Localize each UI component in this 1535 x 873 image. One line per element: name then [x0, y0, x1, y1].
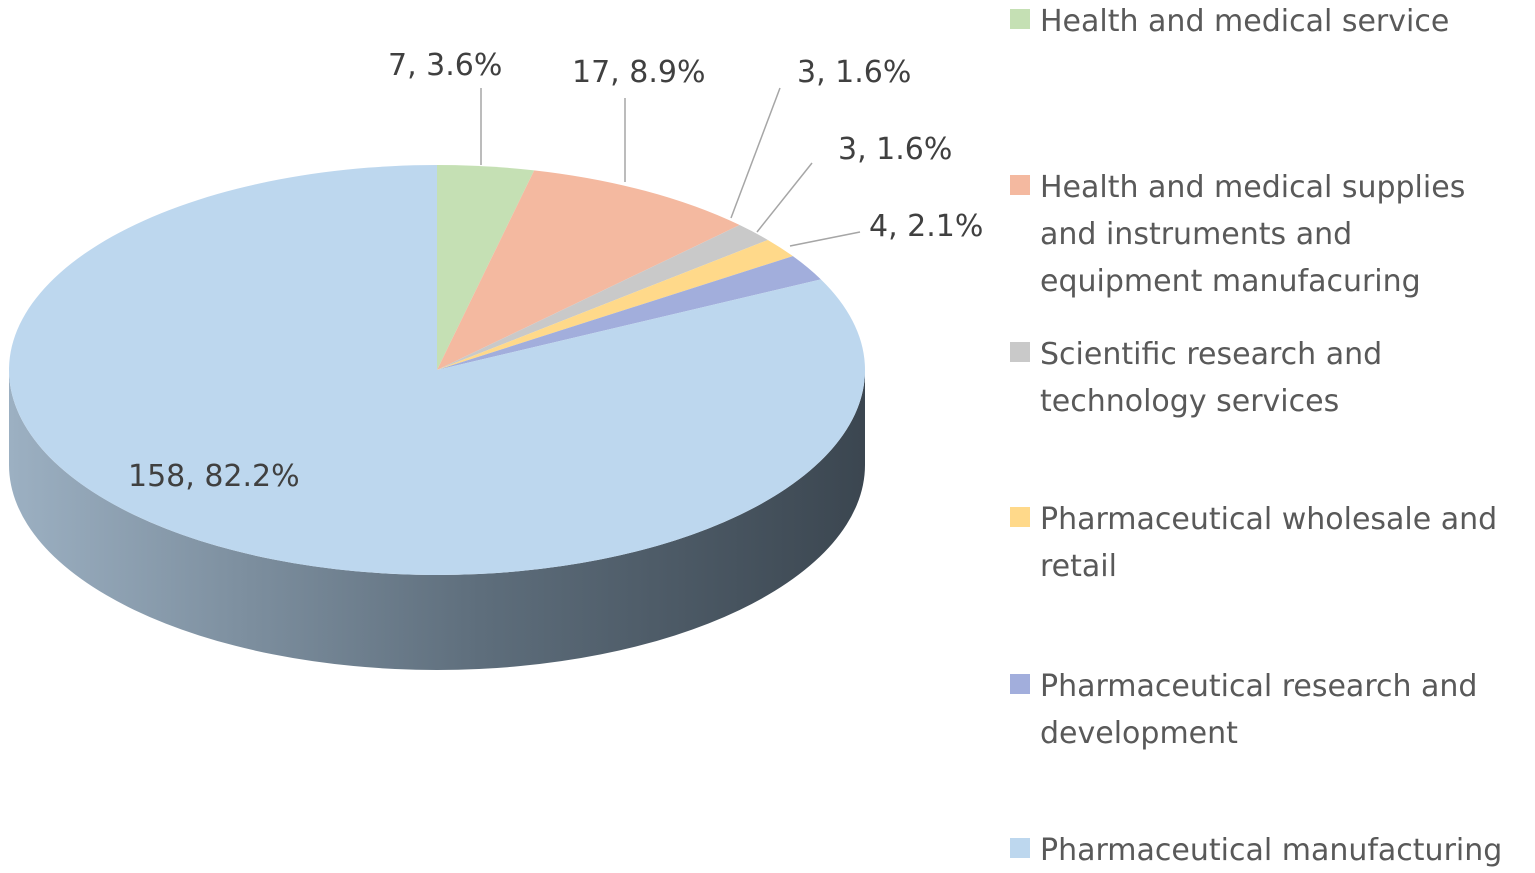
pie-slice-3: [437, 225, 768, 370]
legend-label-5-line-2: development: [1040, 716, 1238, 751]
pie-slice-5: [437, 256, 821, 370]
legend-item-1: Health and medical service: [1010, 4, 1449, 39]
pie-slice-2: [437, 170, 740, 370]
pie-slices: [8, 165, 865, 575]
data-label-3: 3, 1.6%: [797, 55, 911, 90]
legend-item-5: Pharmaceutical research and development: [1010, 669, 1477, 751]
legend-swatch-2: [1010, 175, 1030, 195]
legend-label-3-line-2: technology services: [1040, 384, 1339, 419]
legend-label-4-line-2: retail: [1040, 549, 1117, 584]
legend-label-2-line-3: equipment manufacuring: [1040, 264, 1421, 299]
legend-swatch-1: [1010, 9, 1030, 29]
legend-swatch-5: [1010, 674, 1030, 694]
legend-label-2-line-1: Health and medical supplies: [1040, 170, 1465, 205]
leader-line-3: [730, 87, 781, 219]
legend-swatch-6: [1010, 838, 1030, 858]
legend-label-5-line-1: Pharmaceutical research and: [1040, 669, 1477, 704]
leader-lines: [480, 87, 861, 247]
legend-item-6: Pharmaceutical manufacturing: [1010, 833, 1502, 868]
legend-swatch-4: [1010, 507, 1030, 527]
legend-item-4: Pharmaceutical wholesale and retail: [1010, 502, 1497, 584]
data-label-4: 3, 1.6%: [838, 132, 952, 167]
pie-slice-4: [437, 239, 793, 370]
data-label-2: 17, 8.9%: [572, 55, 705, 90]
legend-item-3: Scientific research and technology servic…: [1010, 337, 1382, 419]
data-label-1: 7, 3.6%: [388, 48, 502, 83]
legend-label-1-line-1: Health and medical service: [1040, 4, 1449, 39]
legend-label-6-line-1: Pharmaceutical manufacturing: [1040, 833, 1502, 868]
pie-slice-6: [8, 165, 865, 575]
data-label-5: 4, 2.1%: [869, 209, 983, 244]
legend-swatch-3: [1010, 342, 1030, 362]
legend: Health and medical service Health and med…: [1010, 4, 1502, 868]
data-label-6: 158, 82.2%: [128, 459, 300, 494]
leader-line-5: [789, 231, 861, 247]
legend-label-2-line-2: and instruments and: [1040, 217, 1352, 252]
pie-side-face: [9, 370, 865, 670]
pie-side-wall: [9, 370, 865, 670]
legend-label-4-line-1: Pharmaceutical wholesale and: [1040, 502, 1497, 537]
data-labels: 7, 3.6% 17, 8.9% 3, 1.6% 3, 1.6% 4, 2.1% 158,…: [128, 48, 983, 494]
leader-line-4: [756, 162, 813, 233]
legend-label-3-line-1: Scientific research and: [1040, 337, 1382, 372]
legend-item-2: Health and medical supplies and instrumen…: [1010, 170, 1465, 299]
pie-slice-1: [437, 165, 535, 370]
